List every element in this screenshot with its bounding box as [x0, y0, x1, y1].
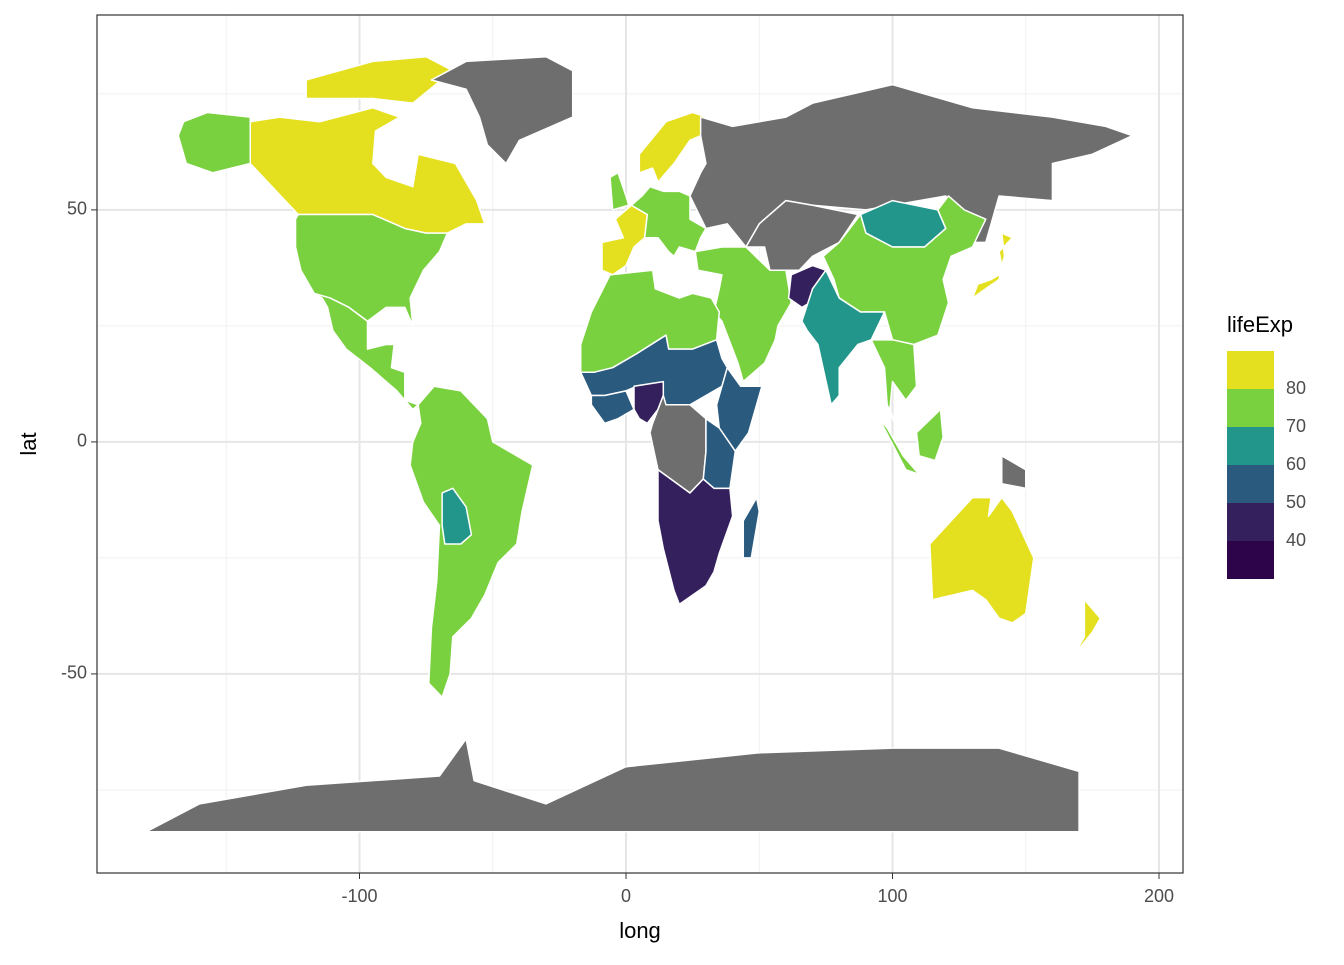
legend-label: 80	[1286, 378, 1306, 398]
x-axis-title: long	[619, 918, 661, 943]
region	[145, 738, 1080, 833]
y-tick-label: 0	[77, 431, 87, 451]
region	[971, 232, 1014, 299]
legend-key	[1227, 503, 1274, 541]
region	[657, 469, 734, 606]
region	[430, 56, 574, 165]
x-tick-label: 0	[621, 886, 631, 906]
region	[305, 56, 454, 104]
region	[870, 339, 918, 439]
region	[694, 246, 792, 383]
region	[609, 172, 630, 211]
x-tick-label: -100	[341, 886, 377, 906]
y-tick-label: 50	[67, 199, 87, 219]
y-axis-title: lat	[16, 432, 41, 455]
region	[441, 487, 473, 545]
region	[745, 199, 859, 271]
plot-layer	[97, 15, 1183, 873]
legend-label: 40	[1286, 530, 1306, 550]
legend-key	[1227, 427, 1274, 465]
legend-title: lifeExp	[1227, 312, 1293, 337]
region	[177, 111, 251, 174]
y-tick-label: -50	[61, 663, 87, 683]
legend-label: 50	[1286, 492, 1306, 512]
region	[689, 83, 1134, 248]
panel-border	[96, 14, 1184, 874]
region	[915, 408, 944, 462]
x-tick-label: 200	[1144, 886, 1174, 906]
region	[1072, 598, 1102, 657]
region	[590, 390, 635, 425]
region	[742, 496, 761, 559]
x-tick-label: 100	[877, 886, 907, 906]
legend-label: 70	[1286, 416, 1306, 436]
legend-key	[1227, 541, 1274, 579]
region	[313, 292, 419, 411]
region	[409, 385, 534, 698]
region	[715, 366, 763, 452]
region	[801, 269, 886, 406]
region	[1001, 455, 1027, 490]
region	[929, 496, 1035, 624]
legend-label: 60	[1286, 454, 1306, 474]
legend-key	[1227, 351, 1274, 389]
region	[878, 417, 947, 485]
legend-key	[1227, 389, 1274, 427]
legend-key	[1227, 465, 1274, 503]
